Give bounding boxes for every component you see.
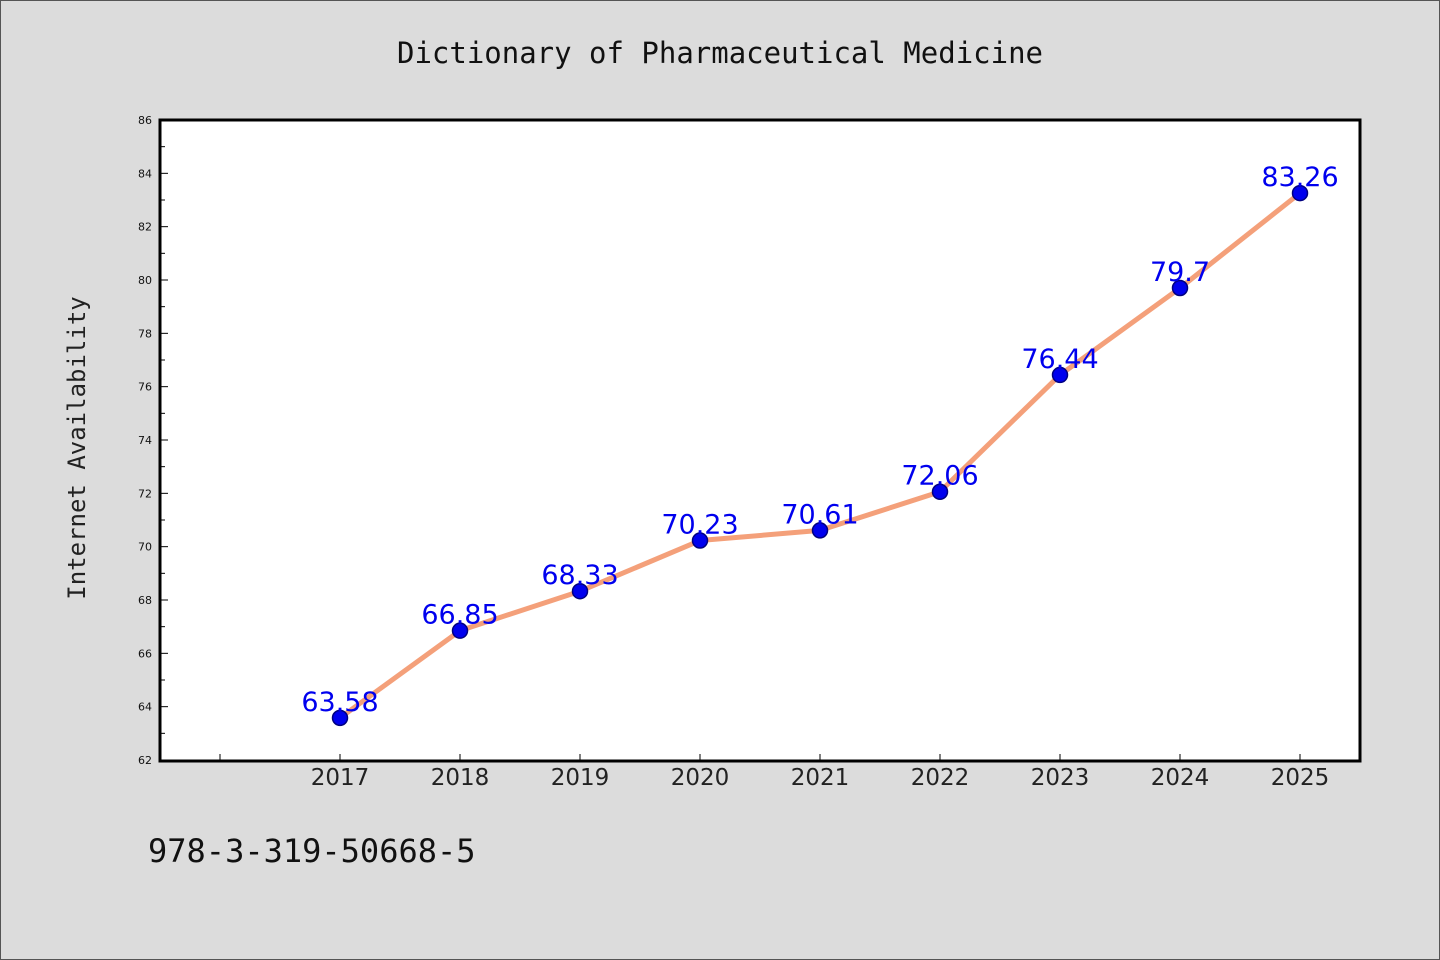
- y-tick-label: 66: [138, 647, 152, 660]
- data-label: 70.23: [661, 510, 738, 541]
- data-point: [451, 622, 469, 639]
- y-tick-label: 64: [138, 701, 152, 714]
- x-tick-label: 2020: [671, 765, 730, 791]
- data-point: [331, 709, 349, 727]
- x-tick-label: 2023: [1031, 765, 1090, 791]
- x-tick-label: 2017: [311, 765, 370, 791]
- y-tick-label: 82: [138, 221, 152, 234]
- data-label: 68.33: [541, 560, 618, 591]
- series-line-group: [331, 184, 1309, 727]
- data-point: [1171, 279, 1189, 297]
- data-label: 79.7: [1150, 257, 1210, 288]
- data-label: 72.06: [901, 461, 978, 492]
- y-tick-label: 78: [138, 327, 152, 340]
- data-point: [931, 483, 949, 500]
- data-label: 63.58: [301, 687, 378, 718]
- data-point: [811, 522, 829, 539]
- data-point: [1051, 366, 1069, 384]
- y-tick-label: 84: [138, 167, 152, 180]
- x-tick-label: 2021: [791, 765, 850, 791]
- y-tick-label: 68: [138, 594, 152, 607]
- data-label: 70.61: [781, 499, 858, 530]
- x-axis: 2017 2018 2019 2020 2021 2022 2023 2024 2025: [219, 754, 1330, 791]
- data-label: 76.44: [1021, 344, 1098, 375]
- y-tick-label: 76: [138, 381, 152, 394]
- x-tick-label: 2025: [1271, 765, 1330, 791]
- plot-area: [158, 118, 1362, 763]
- data-labels-group: 63.58 66.85 68.33 70.23 70.61 72.06 76.44 79.7 8…: [301, 162, 1338, 718]
- x-tick-label: 2019: [551, 765, 610, 791]
- data-label: 66.85: [421, 600, 498, 631]
- x-tick-label: 2018: [431, 765, 490, 791]
- x-tick-label: 2024: [1151, 765, 1210, 791]
- y-tick-label: 72: [138, 487, 152, 500]
- y-axis-label: Internet Availability: [63, 296, 91, 599]
- chart-title: Dictionary of Pharmaceutical Medicine: [397, 36, 1043, 70]
- x-tick-label: 2022: [911, 765, 970, 791]
- data-point: [571, 582, 589, 600]
- y-tick-label: 74: [138, 434, 152, 447]
- y-tick-label: 70: [138, 541, 152, 554]
- data-point: [1291, 184, 1309, 202]
- y-tick-label: 80: [138, 274, 152, 287]
- y-tick-label: 62: [138, 754, 152, 767]
- isbn-text: 978-3-319-50668-5: [148, 832, 476, 870]
- data-label: 83.26: [1261, 162, 1338, 193]
- y-tick-label: 86: [138, 114, 152, 127]
- y-axis: 62 64 66 68 70 72 74 76 78 80 82 84 86: [138, 114, 168, 767]
- data-point: [691, 532, 709, 549]
